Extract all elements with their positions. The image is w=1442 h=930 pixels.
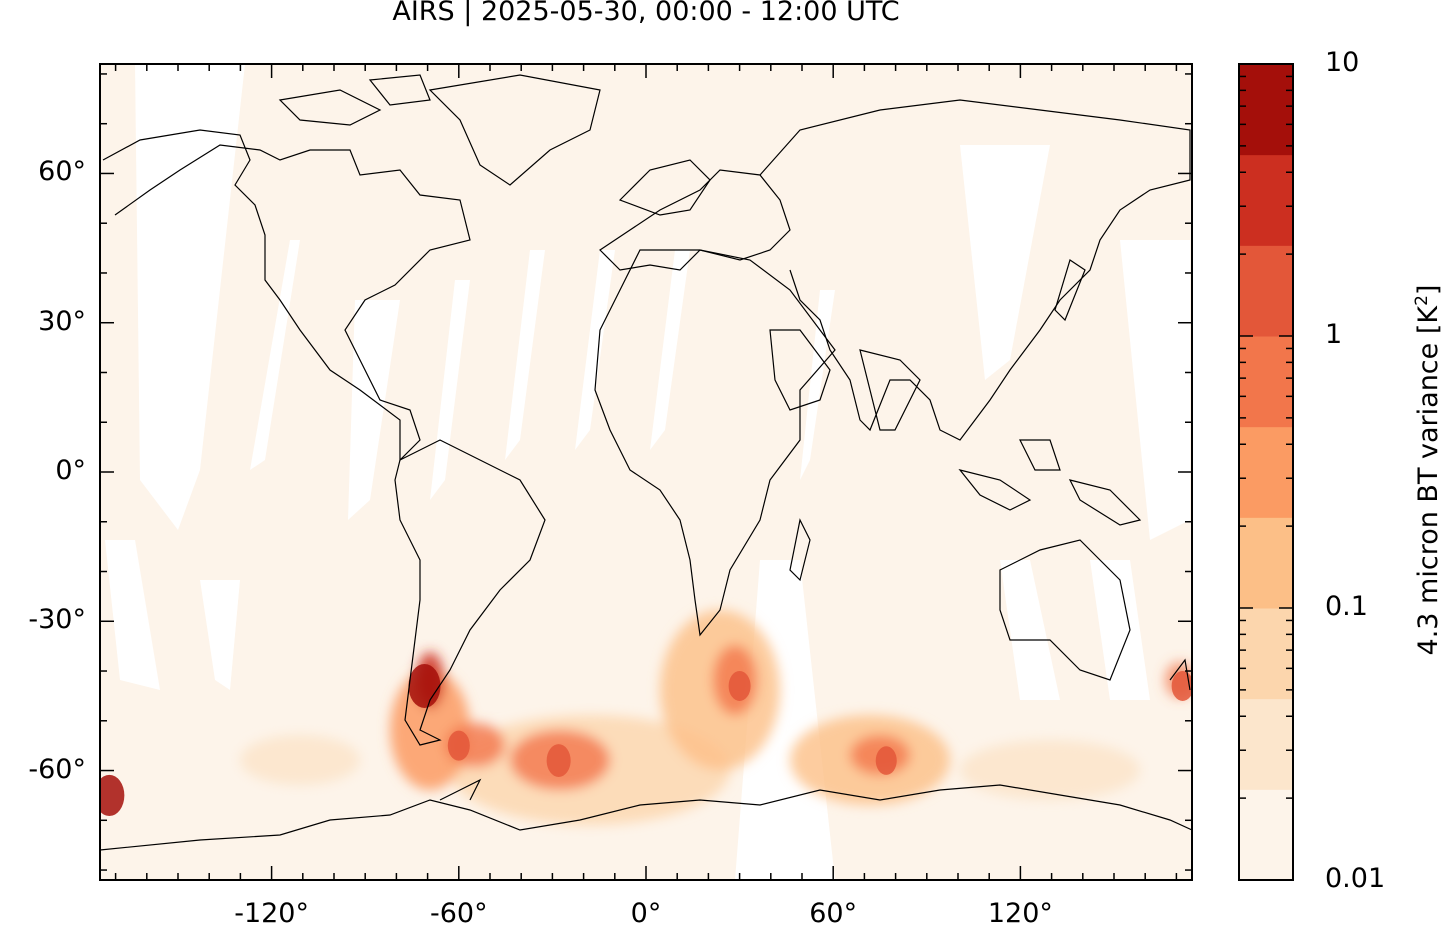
colorbar [1238,63,1294,881]
hotspot-1 [447,730,470,761]
hotspot-2 [546,744,571,777]
colorbar-tick-label: 10 [1325,47,1360,78]
hotspot-0 [408,663,441,708]
colorbar-bin [1239,789,1293,881]
lat-label: 0° [55,455,86,486]
colorbar-bin [1239,517,1293,609]
colorbar-bin [1239,698,1293,790]
colorbar-bin [1239,154,1293,246]
lon-label: 60° [809,898,858,929]
lat-label: -60° [28,753,86,785]
map-area [100,64,1192,880]
lon-label: -120° [234,898,309,929]
colorbar-bin [1239,245,1293,337]
colorbar-title-end: ] [1413,284,1442,296]
colorbar-bin [1239,608,1293,700]
lon-label: 120° [987,898,1053,929]
colorbar-tick-label: 1 [1325,319,1343,350]
hotspot-6 [1171,670,1192,701]
colorbar-tick-label: 0.01 [1325,863,1386,894]
lon-label: 0° [630,898,662,929]
colorbar-title-text: 4.3 micron BT variance [K [1413,305,1442,656]
map-ticks [100,64,1192,880]
colorbar-bin [1239,64,1293,156]
hotspot-5 [100,774,125,817]
colorbar-title: 4.3 micron BT variance [K2] [1412,285,1442,656]
hotspot-4 [875,746,897,775]
hotspot-3 [728,670,751,701]
lon-label: -60° [429,898,488,929]
colorbar-frame [1238,63,1294,881]
plot-title: AIRS | 2025-05-30, 00:00 - 12:00 UTC [392,0,900,27]
colorbar-title-sup: 2 [1412,295,1432,306]
lat-label: -30° [28,604,86,636]
lat-label: 30° [38,305,86,337]
colorbar-tick-label: 0.1 [1325,591,1368,622]
orbit-gaps [105,64,1190,880]
colorbar-bin [1239,336,1293,428]
lat-label: 60° [38,156,86,188]
colorbar-bin [1239,426,1293,518]
coastlines [100,74,1192,851]
